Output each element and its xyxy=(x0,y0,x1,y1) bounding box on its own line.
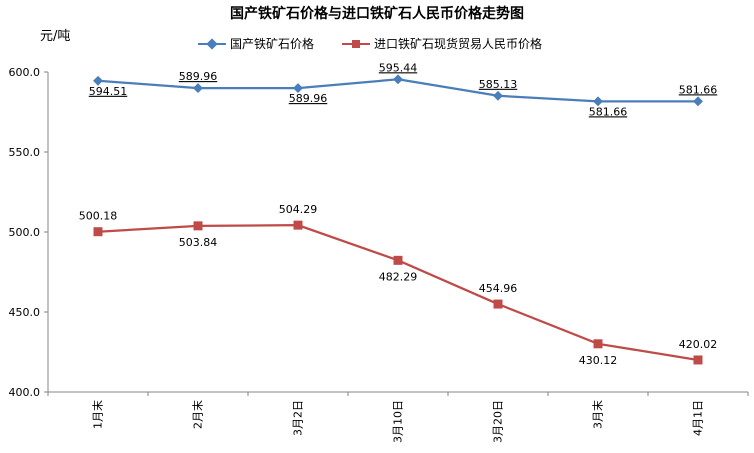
x-tick-label: 3月末 xyxy=(591,400,605,429)
legend-label-series-2: 进口铁矿石现货贸易人民币价格 xyxy=(374,36,542,51)
series-2-data-label: 503.84 xyxy=(179,236,218,249)
series-2-marker xyxy=(593,339,603,349)
series-1-data-label: 589.96 xyxy=(179,70,218,83)
series-1-marker xyxy=(593,96,603,107)
series-1-data-label: 589.96 xyxy=(289,92,328,105)
series-1-data-label: 585.13 xyxy=(479,78,518,91)
series-2-marker xyxy=(93,227,103,237)
unit-label: 元/吨 xyxy=(40,29,70,44)
x-tick-label: 3月2日 xyxy=(292,400,305,436)
series-1-data-label: 581.66 xyxy=(589,105,628,118)
y-tick-label: 450.0 xyxy=(9,306,41,319)
x-tick-label: 3月20日 xyxy=(492,400,505,443)
series-1-marker xyxy=(493,90,503,101)
series-1-data-label: 595.44 xyxy=(379,61,418,74)
axes: 600.0 550.0 500.0 450.0 400.0 1月末 2月末 3月2日 3月10日… xyxy=(9,66,749,443)
series-2-marker xyxy=(693,355,703,365)
x-tick-label: 3月10日 xyxy=(392,400,405,443)
series-1-marker xyxy=(393,74,403,85)
series-2-marker xyxy=(293,220,303,230)
chart-title: 国产铁矿石价格与进口铁矿石人民币价格走势图 xyxy=(230,5,524,22)
series-1-marker xyxy=(93,75,103,86)
x-tick-label: 2月末 xyxy=(191,400,205,429)
series-1-data-label: 594.51 xyxy=(89,85,128,98)
legend-marker-series-1 xyxy=(206,38,218,50)
series-2-marker xyxy=(193,221,203,231)
series-2-data-label: 420.02 xyxy=(679,338,718,351)
series-1-marker xyxy=(693,96,703,107)
series-2-marker xyxy=(493,299,503,309)
x-tick-label: 4月1日 xyxy=(692,400,705,436)
series-1-marker xyxy=(193,83,203,94)
y-tick-label: 600.0 xyxy=(9,66,41,79)
x-tick-label: 1月末 xyxy=(91,400,105,429)
series-2-data-label: 430.12 xyxy=(579,354,618,367)
series-2-marker xyxy=(393,255,403,265)
legend: 国产铁矿石价格 进口铁矿石现货贸易人民币价格 xyxy=(198,36,542,51)
series-layer: 594.51 589.96 589.96 595.44 585.13 581.66 581.… xyxy=(79,61,718,367)
y-tick-label: 550.0 xyxy=(9,146,41,159)
series-2-data-label: 482.29 xyxy=(379,270,418,283)
series-2-data-label: 504.29 xyxy=(279,203,318,216)
legend-label-series-1: 国产铁矿石价格 xyxy=(230,36,314,51)
series-1-data-label: 581.66 xyxy=(679,83,718,96)
y-tick-label: 500.0 xyxy=(9,226,41,239)
y-tick-label: 400.0 xyxy=(9,386,41,399)
series-2-data-label: 454.96 xyxy=(479,282,518,295)
legend-marker-series-2 xyxy=(352,40,360,48)
series-2-data-label: 500.18 xyxy=(79,210,118,223)
